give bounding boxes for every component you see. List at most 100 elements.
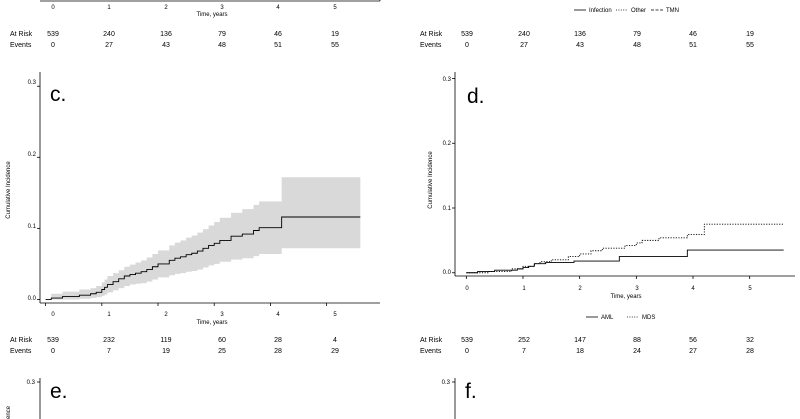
panel-b-legend: Infection Other TMN: [574, 8, 679, 14]
panel-b-at-risk-row: 539 240 136 79 46 19: [461, 31, 754, 38]
x-tick-label: 0: [51, 312, 55, 318]
events-value: 0: [51, 42, 55, 49]
at-risk-value: 539: [461, 337, 473, 344]
series-line-aml: [466, 249, 784, 274]
events-value: 28: [274, 348, 282, 355]
panel-b-events-row: 0 27 43 48 51 55: [465, 42, 754, 49]
series-line-mds: [466, 223, 784, 274]
at-risk-value: 240: [103, 31, 115, 38]
events-value: 28: [746, 348, 754, 355]
events-value: 19: [162, 348, 170, 355]
panel-d-events-label: Events: [420, 348, 442, 355]
panel-b-at-risk-label: At Risk: [420, 31, 443, 38]
events-value: 18: [576, 348, 584, 355]
x-tick-label: 3: [635, 286, 639, 292]
at-risk-value: 79: [218, 31, 226, 38]
panel-c-events-label: Events: [10, 348, 32, 355]
at-risk-value: 19: [746, 31, 754, 38]
at-risk-value: 46: [274, 31, 282, 38]
panel-a-events-label: Events: [10, 42, 32, 49]
events-value: 48: [218, 42, 226, 49]
x-tick-label: 1: [522, 286, 526, 292]
x-tick-label: 2: [578, 286, 582, 292]
y-tick-label: 0.3: [443, 77, 452, 83]
events-value: 0: [465, 42, 469, 49]
x-tick-label: 3: [220, 312, 224, 318]
panel-a-at-risk-row: 539 240 136 79 46 19: [47, 31, 339, 38]
events-value: 27: [689, 348, 697, 355]
y-tick-label: 0.2: [28, 152, 37, 158]
events-value: 51: [689, 42, 697, 49]
y-tick-label: 0.1: [28, 224, 37, 230]
panel-f-y-tick-label: 0.3: [442, 380, 451, 386]
panel-c-x-axis-label: Time, years: [196, 320, 227, 326]
at-risk-value: 88: [633, 337, 641, 344]
panel-d-legend: AML MDS: [586, 315, 655, 321]
events-value: 43: [162, 42, 170, 49]
panel-d-at-risk-row: 539 252 147 88 56 32: [461, 337, 754, 344]
at-risk-value: 60: [218, 337, 226, 344]
panel-d-plot: [452, 72, 795, 279]
panel-c-label: c.: [50, 83, 66, 106]
events-value: 27: [105, 42, 113, 49]
x-tick-label: 0: [465, 286, 469, 292]
panel-c-x-ticks: 0 1 2 3 4 5: [51, 312, 337, 318]
panel-f-fragment: 0.3 f.: [442, 378, 477, 419]
series-line-cumulative-incidence: [45, 216, 361, 300]
confidence-band: [45, 177, 361, 300]
at-risk-value: 28: [274, 337, 282, 344]
x-tick-label: 5: [748, 286, 752, 292]
panel-a-fragment: 0 1 2 3 4 5 Time, years At Risk Events 5…: [10, 0, 381, 49]
panel-a-x-tick: 2: [164, 5, 168, 11]
legend-label: Other: [631, 8, 646, 14]
panel-a-x-tick: 1: [107, 5, 111, 11]
at-risk-value: 19: [331, 31, 339, 38]
events-value: 25: [218, 348, 226, 355]
x-tick-label: 5: [333, 312, 337, 318]
panel-a-x-tick: 0: [51, 5, 55, 11]
at-risk-value: 232: [103, 337, 115, 344]
events-value: 24: [633, 348, 641, 355]
events-value: 7: [522, 348, 526, 355]
panel-a-at-risk-label: At Risk: [10, 31, 33, 38]
y-tick-label: 0.0: [443, 270, 452, 276]
panel-d-y-axis-label: Cumulative Incidence: [428, 151, 434, 209]
events-value: 0: [51, 348, 55, 355]
events-value: 29: [331, 348, 339, 355]
x-tick-label: 1: [107, 312, 111, 318]
events-value: 0: [465, 348, 469, 355]
events-value: 55: [331, 42, 339, 49]
panel-a-x-tick: 4: [276, 5, 280, 11]
events-value: 43: [576, 42, 584, 49]
y-tick-label: 0.3: [28, 80, 37, 86]
at-risk-value: 46: [689, 31, 697, 38]
at-risk-value: 539: [461, 31, 473, 38]
panel-c-plot: [37, 72, 380, 306]
panel-c-y-axis-label: Cumulative Incidence: [6, 161, 12, 219]
panel-a-x-tick: 3: [220, 5, 224, 11]
at-risk-value: 119: [160, 337, 171, 344]
events-value: 27: [520, 42, 528, 49]
panel-d-at-risk-label: At Risk: [420, 337, 443, 344]
panel-c-at-risk-label: At Risk: [10, 337, 33, 344]
at-risk-value: 147: [574, 337, 586, 344]
events-value: 48: [633, 42, 641, 49]
panel-a-events-row: 0 27 43 48 51 55: [51, 42, 339, 49]
panel-e-y-tick-label: 0.3: [27, 380, 36, 386]
at-risk-value: 32: [746, 337, 754, 344]
panel-d-x-axis-label: Time, years: [610, 294, 641, 300]
events-value: 55: [746, 42, 754, 49]
at-risk-value: 136: [574, 31, 586, 38]
at-risk-value: 4: [333, 337, 337, 344]
y-tick-label: 0.1: [443, 206, 452, 212]
panel-d: d. Cumulative Incidence 0.0 0.1 0.2 0.3 …: [420, 77, 754, 355]
legend-label: MDS: [642, 315, 655, 321]
panel-e-label: e.: [50, 380, 68, 403]
x-tick-label: 2: [164, 312, 168, 318]
panel-c-y-ticks: 0.0 0.1 0.2 0.3: [28, 80, 37, 302]
legend-label: AML: [601, 315, 614, 321]
panel-d-x-ticks: 0 1 2 3 4 5: [465, 286, 752, 292]
panel-c-at-risk-row: 539 232 119 60 28 4: [47, 337, 337, 344]
panel-c: c. Cumulative Incidence 0.0 0.1 0.2 0.3 …: [6, 80, 339, 355]
